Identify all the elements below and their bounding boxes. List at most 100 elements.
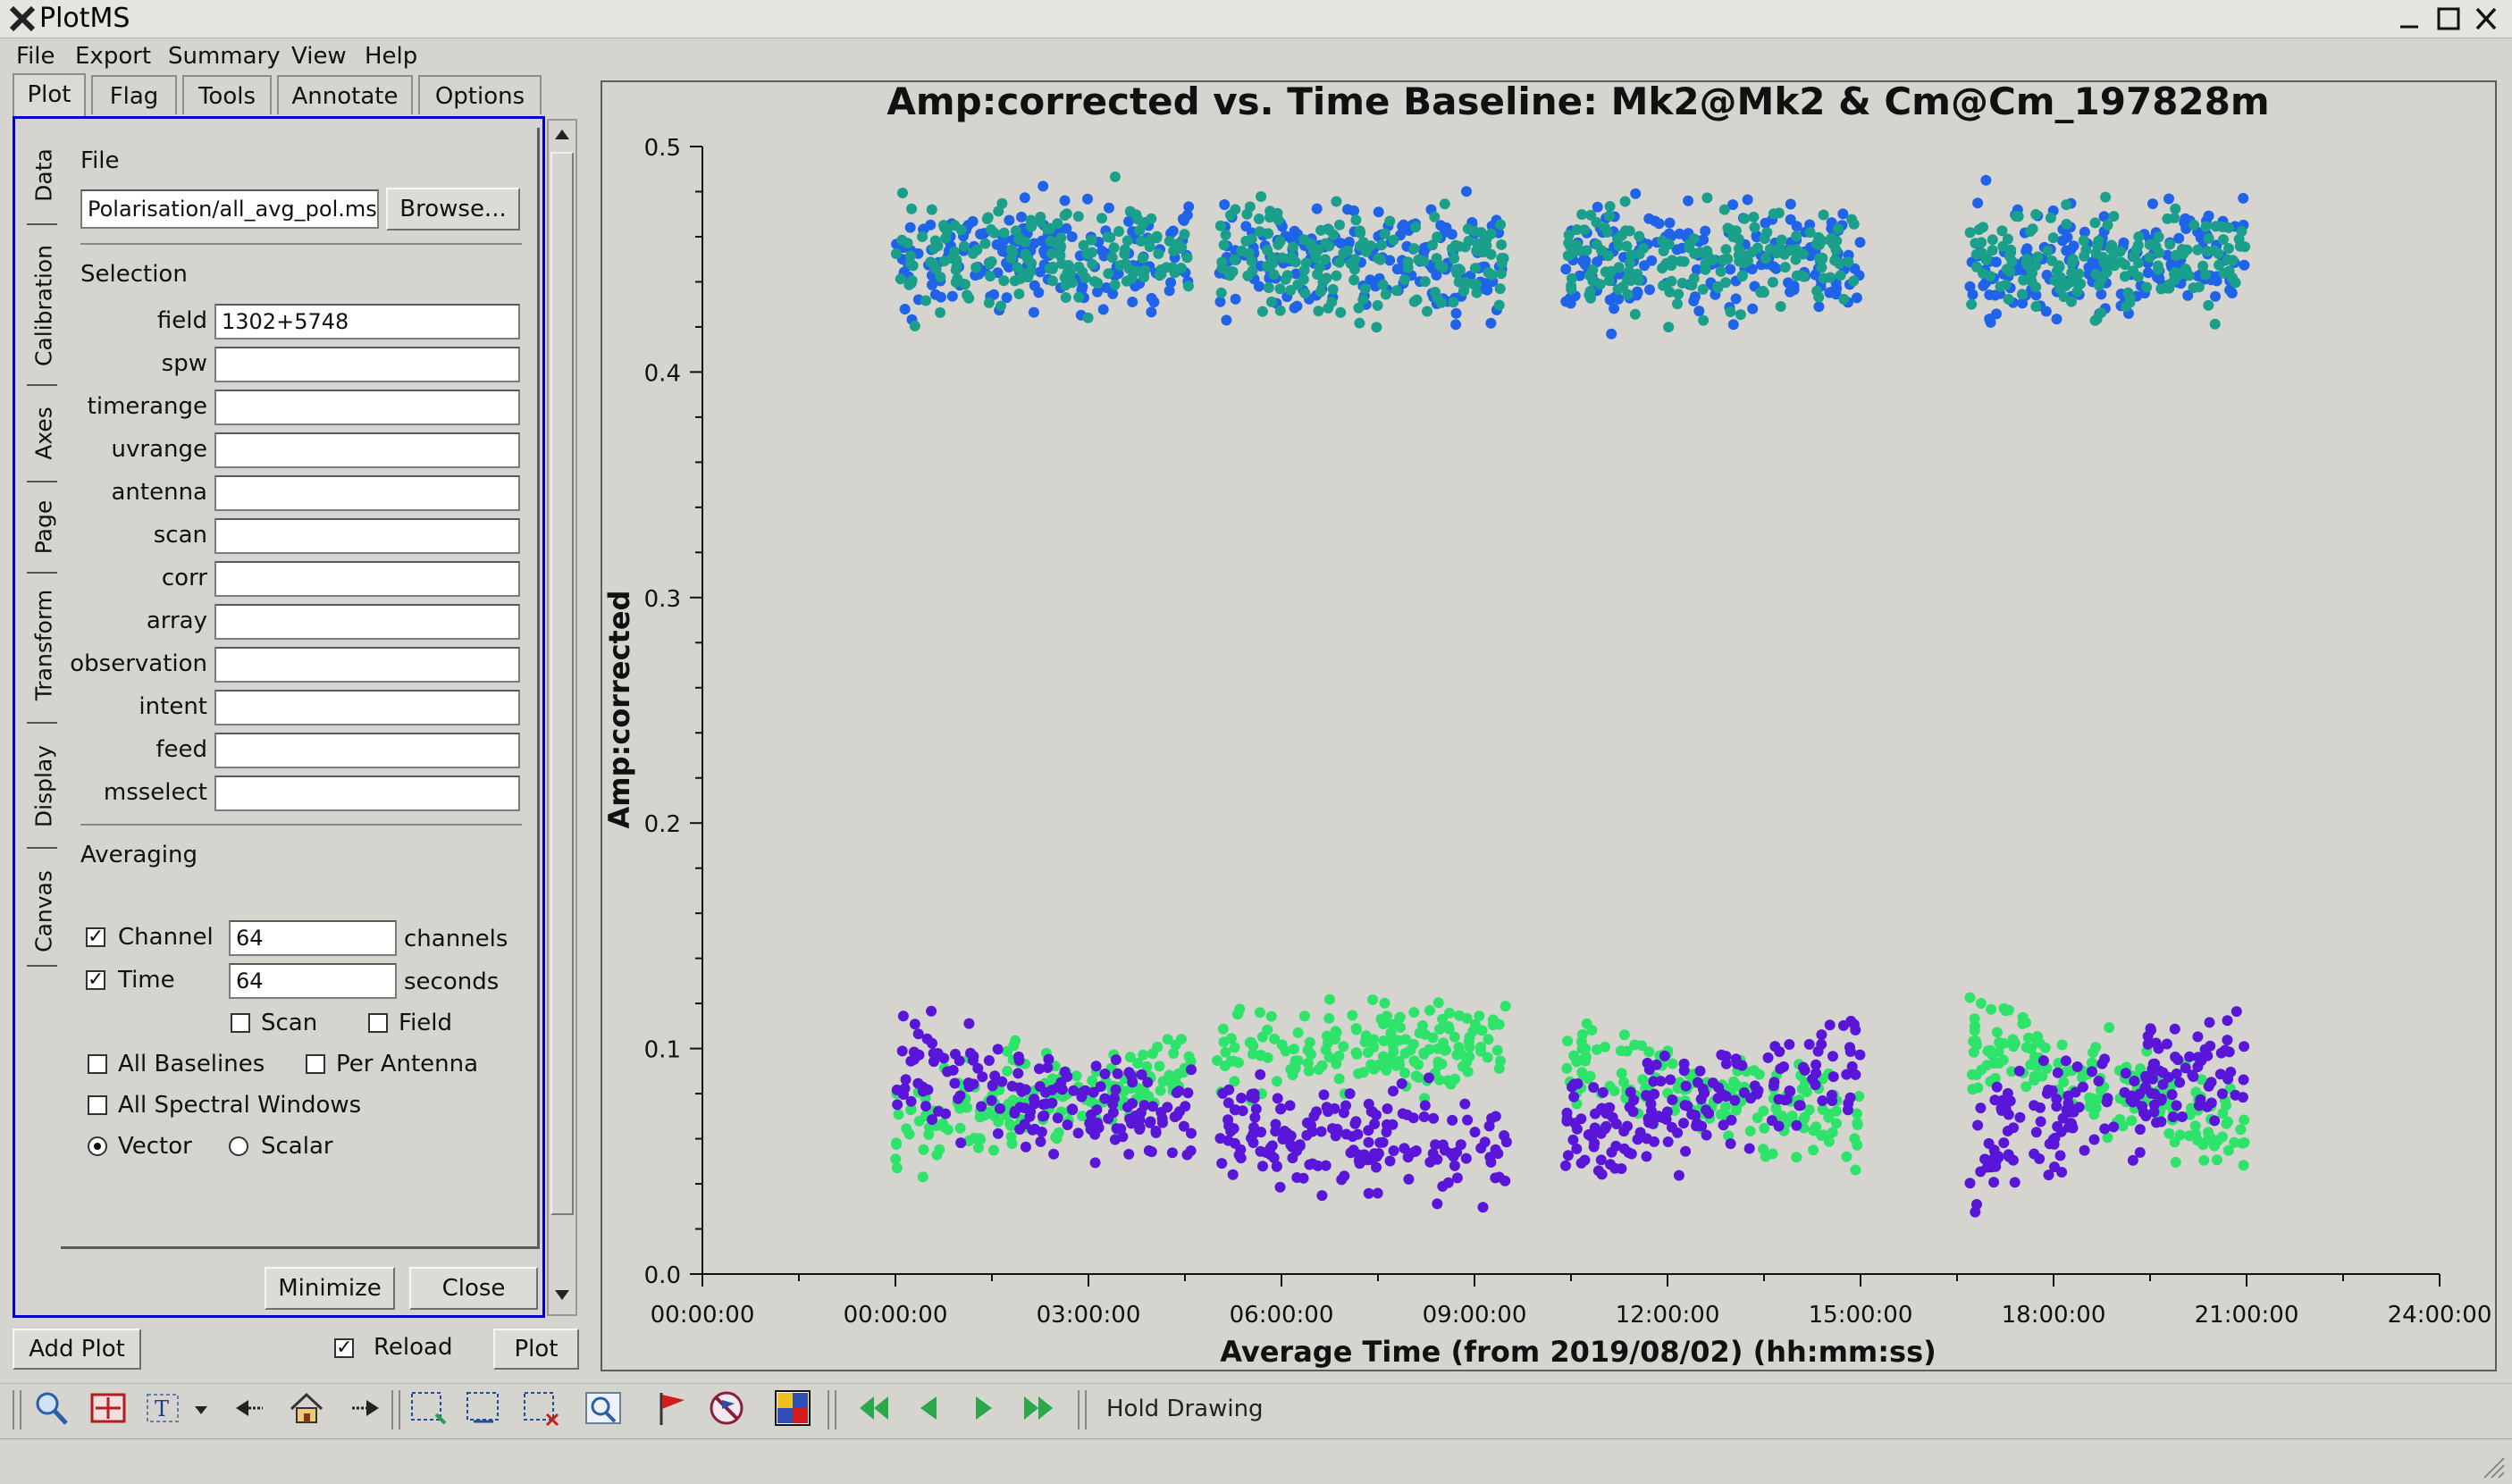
vector-radio[interactable] [88, 1136, 107, 1156]
tab-annotate[interactable]: Annotate [277, 75, 413, 114]
menu-view[interactable]: View [291, 43, 347, 70]
selection-input-msselect[interactable] [214, 776, 520, 811]
scroll-down-icon[interactable] [552, 1287, 572, 1308]
tab-plot[interactable]: Plot [13, 73, 86, 116]
ms-file-path-input[interactable]: Polarisation/all_avg_pol.ms [80, 189, 379, 229]
previous-iteration-icon[interactable] [908, 1388, 949, 1429]
locate-icon[interactable] [583, 1388, 624, 1429]
selection-input-scan[interactable] [214, 518, 520, 554]
data-point [1725, 1138, 1736, 1150]
data-point [1458, 285, 1469, 297]
minimize-button[interactable]: Minimize [265, 1267, 395, 1310]
clear-regions-icon[interactable] [520, 1388, 561, 1429]
all-baselines-label: All Baselines [118, 1051, 265, 1077]
tab-tools[interactable]: Tools [182, 75, 272, 114]
scrollbar-thumb[interactable] [550, 152, 574, 1215]
annotate-text-icon[interactable]: T [143, 1388, 184, 1429]
selection-input-field[interactable]: 1302+5748 [214, 304, 520, 340]
selection-input-corr[interactable] [214, 561, 520, 597]
menu-summary[interactable]: Summary [168, 43, 281, 70]
next-iteration-icon[interactable] [963, 1388, 1004, 1429]
data-point [2203, 232, 2214, 244]
tab-flag[interactable]: Flag [91, 75, 177, 114]
close-window-icon[interactable] [2472, 5, 2500, 32]
data-point [1490, 1111, 1501, 1122]
side-tab-data[interactable]: Data [30, 148, 57, 202]
data-point [2021, 254, 2033, 264]
data-point [1618, 1143, 1630, 1154]
data-point [1227, 266, 1239, 278]
menu-file[interactable]: File [16, 43, 55, 70]
data-point [1396, 1077, 1407, 1089]
maximize-window-icon[interactable] [2434, 5, 2463, 32]
data-point [1099, 1069, 1111, 1079]
data-point [1132, 214, 1144, 225]
browse-button[interactable]: Browse... [386, 188, 520, 231]
data-point [2083, 262, 2095, 273]
select-region-icon[interactable] [407, 1388, 449, 1429]
scroll-up-icon[interactable] [552, 125, 572, 147]
data-point [904, 222, 916, 233]
flag-icon[interactable] [651, 1388, 692, 1429]
zoom-icon[interactable] [30, 1388, 71, 1429]
forward-icon[interactable] [345, 1388, 386, 1429]
plot-button[interactable]: Plot [493, 1329, 579, 1370]
data-point [1612, 233, 1624, 245]
hold-drawing-toggle[interactable]: Hold Drawing [1106, 1396, 1264, 1422]
data-point [1600, 1120, 1612, 1132]
per-antenna-checkbox[interactable] [306, 1054, 325, 1074]
scan-average-checkbox[interactable] [231, 1013, 250, 1033]
data-point [1311, 203, 1323, 214]
data-point [1182, 281, 1194, 292]
data-point [2129, 1076, 2140, 1086]
all-spectral-windows-checkbox[interactable] [88, 1095, 107, 1115]
unflag-icon[interactable] [706, 1388, 747, 1429]
menu-help[interactable]: Help [365, 43, 418, 70]
data-point [2088, 1134, 2100, 1145]
all-baselines-checkbox[interactable] [88, 1054, 107, 1074]
data-point [2073, 1102, 2085, 1113]
resize-grip-icon[interactable] [2479, 1453, 2506, 1483]
menu-export[interactable]: Export [75, 43, 152, 70]
data-point [1071, 1070, 1082, 1082]
selection-input-spw[interactable] [214, 347, 520, 382]
plot-canvas[interactable]: Amp:corrected vs. Time Baseline: Mk2@Mk2… [604, 84, 2493, 1368]
side-tab-transform[interactable]: Transform [30, 589, 57, 701]
data-point [1827, 1127, 1838, 1138]
back-icon[interactable] [229, 1388, 270, 1429]
data-point [935, 272, 946, 283]
scalar-radio[interactable] [229, 1136, 248, 1156]
selection-input-antenna[interactable] [214, 475, 520, 511]
pan-icon[interactable] [88, 1388, 129, 1429]
minimize-window-icon[interactable] [2395, 5, 2424, 32]
data-point [1046, 247, 1057, 259]
selection-input-array[interactable] [214, 604, 520, 640]
tab-options[interactable]: Options [418, 75, 542, 114]
data-point [1034, 1063, 1045, 1075]
data-point [1266, 252, 1278, 264]
last-iteration-icon[interactable] [1019, 1388, 1060, 1429]
time-average-input[interactable]: 64 [229, 963, 397, 999]
flag-all-icon[interactable] [772, 1388, 813, 1429]
selection-input-timerange[interactable] [214, 390, 520, 425]
selection-input-observation[interactable] [214, 647, 520, 683]
selection-input-uvrange[interactable] [214, 432, 520, 468]
data-point [1562, 1150, 1574, 1161]
add-plot-button[interactable]: Add Plot [13, 1329, 141, 1370]
reload-checkbox[interactable]: ✓ [334, 1337, 354, 1359]
data-point [1096, 213, 1107, 224]
dropdown-arrow-icon[interactable] [193, 1403, 209, 1420]
first-iteration-icon[interactable] [853, 1388, 894, 1429]
subtract-region-icon[interactable] [463, 1388, 504, 1429]
side-tab-canvas[interactable]: Canvas [30, 870, 57, 952]
selection-input-intent[interactable] [214, 690, 520, 725]
home-icon[interactable] [286, 1388, 327, 1429]
channel-average-input[interactable]: 64 [229, 920, 397, 956]
channel-average-checkbox[interactable]: ✓ [86, 926, 105, 948]
field-average-checkbox[interactable] [368, 1013, 388, 1033]
data-point [2238, 1074, 2249, 1086]
data-point [1437, 1013, 1449, 1025]
time-average-checkbox[interactable]: ✓ [86, 968, 105, 991]
close-panel-button[interactable]: Close [409, 1267, 538, 1310]
selection-input-feed[interactable] [214, 733, 520, 768]
